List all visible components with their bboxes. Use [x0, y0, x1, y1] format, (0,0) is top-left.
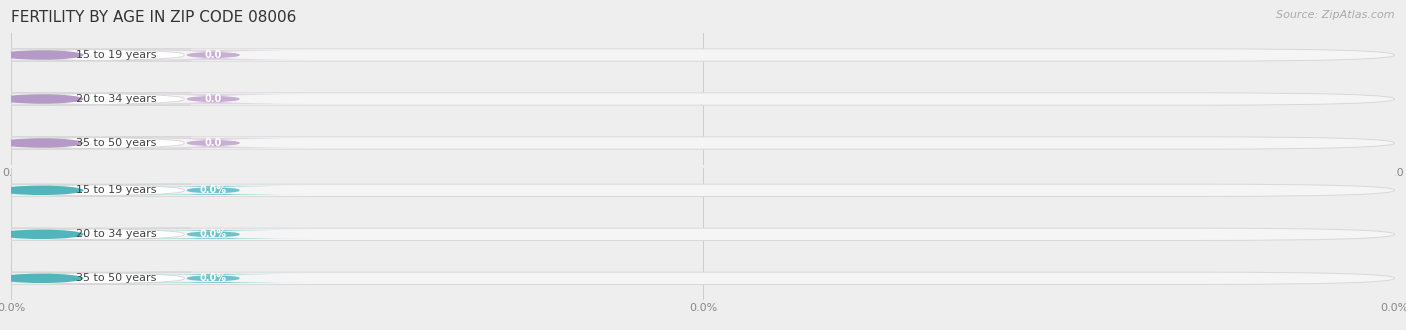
Text: 0.0%: 0.0% — [200, 273, 226, 283]
FancyBboxPatch shape — [115, 274, 312, 283]
Text: 20 to 34 years: 20 to 34 years — [76, 229, 156, 239]
Text: FERTILITY BY AGE IN ZIP CODE 08006: FERTILITY BY AGE IN ZIP CODE 08006 — [11, 10, 297, 25]
Text: 35 to 50 years: 35 to 50 years — [76, 273, 156, 283]
FancyBboxPatch shape — [4, 137, 191, 149]
Ellipse shape — [0, 274, 83, 283]
FancyBboxPatch shape — [4, 228, 191, 241]
FancyBboxPatch shape — [11, 184, 1395, 196]
FancyBboxPatch shape — [4, 184, 191, 196]
FancyBboxPatch shape — [115, 186, 312, 195]
Text: 0.0: 0.0 — [205, 50, 222, 60]
FancyBboxPatch shape — [11, 228, 1395, 241]
Ellipse shape — [0, 94, 83, 104]
FancyBboxPatch shape — [11, 137, 1395, 149]
Text: 35 to 50 years: 35 to 50 years — [76, 138, 156, 148]
Ellipse shape — [0, 50, 83, 60]
FancyBboxPatch shape — [11, 93, 1395, 105]
Text: Source: ZipAtlas.com: Source: ZipAtlas.com — [1277, 10, 1395, 20]
Text: 0.0%: 0.0% — [200, 229, 226, 239]
Text: 20 to 34 years: 20 to 34 years — [76, 94, 156, 104]
Text: 0.0%: 0.0% — [200, 185, 226, 195]
FancyBboxPatch shape — [4, 49, 191, 61]
Ellipse shape — [0, 138, 83, 148]
Ellipse shape — [0, 185, 83, 195]
FancyBboxPatch shape — [4, 272, 191, 284]
FancyBboxPatch shape — [115, 139, 312, 148]
FancyBboxPatch shape — [115, 50, 312, 59]
FancyBboxPatch shape — [11, 272, 1395, 284]
Text: 15 to 19 years: 15 to 19 years — [76, 50, 156, 60]
Text: 0.0: 0.0 — [205, 94, 222, 104]
Text: 0.0: 0.0 — [205, 138, 222, 148]
Text: 15 to 19 years: 15 to 19 years — [76, 185, 156, 195]
Ellipse shape — [0, 230, 83, 239]
FancyBboxPatch shape — [11, 49, 1395, 61]
FancyBboxPatch shape — [115, 95, 312, 103]
FancyBboxPatch shape — [115, 230, 312, 239]
FancyBboxPatch shape — [4, 93, 191, 105]
